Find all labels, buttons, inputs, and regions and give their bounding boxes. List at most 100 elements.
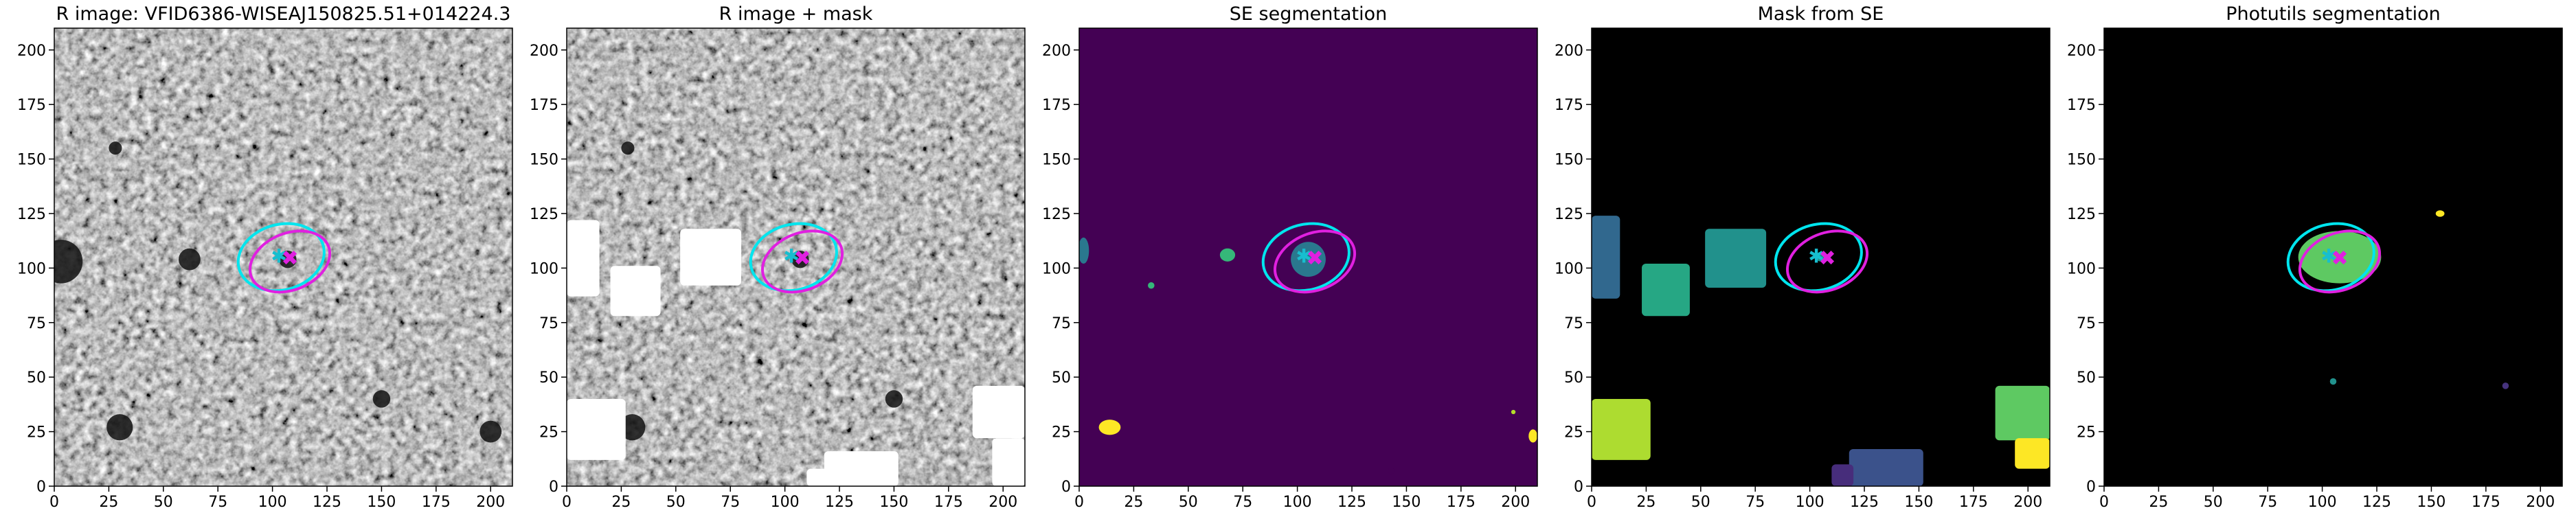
x-tick-label: 125: [2362, 494, 2391, 511]
x-tick-label: 175: [1447, 494, 1476, 511]
y-tick-label: 100: [530, 260, 558, 277]
dark-spot: [621, 141, 635, 155]
mask-region: [2015, 438, 2050, 469]
panel-title: Mask from SE: [1758, 3, 1884, 25]
x-tick-label: 75: [2258, 494, 2277, 511]
panel: ✱✖ Mask from SE 0 25 50 75 100 125 150 175 200 0 25 5…: [1555, 3, 2050, 511]
x-tick-label: 175: [422, 494, 451, 511]
mask-region: [972, 385, 1025, 439]
y-tick-label: 0: [1061, 479, 1071, 496]
aperture: [1785, 229, 1869, 294]
y-tick-label: 200: [1555, 43, 1583, 60]
y-tick-label: 100: [1042, 260, 1071, 277]
axes-frame: [1591, 27, 2050, 487]
dark-spot: [106, 414, 133, 441]
marker: ✖: [793, 247, 811, 271]
y-tick-label: 0: [36, 479, 46, 496]
y-tick-label: 150: [2067, 152, 2096, 169]
x-tick-label: 50: [2204, 494, 2223, 511]
mask-region: [680, 229, 742, 286]
mask-region: [567, 220, 600, 297]
y-tick-label: 0: [2086, 479, 2096, 496]
y-tick-label: 125: [530, 206, 558, 223]
y-tick-label: 175: [17, 97, 46, 114]
y-tick-label: 175: [530, 97, 558, 114]
segment: [2435, 210, 2445, 217]
x-tick-label: 100: [258, 494, 287, 511]
mask-region: [1849, 449, 1923, 486]
x-tick-label: 175: [934, 494, 963, 511]
x-tick-label: 75: [721, 494, 740, 511]
segment: [1219, 248, 1236, 262]
x-tick-label: 175: [2472, 494, 2500, 511]
y-tick-label: 50: [27, 369, 46, 387]
dark-spot: [372, 390, 391, 408]
x-tick-label: 0: [1587, 494, 1596, 511]
y-tick-label: 50: [539, 369, 558, 387]
segment: [1388, 468, 1394, 474]
segment: [1511, 409, 1516, 415]
image: ✱✖: [1079, 28, 1537, 486]
panel: ✱✖ Photutils segmentation 0 25 50 75 100 125 150…: [2067, 3, 2563, 511]
x-tick-label: 25: [1636, 494, 1656, 511]
marker: ✖: [281, 247, 298, 271]
x-tick-label: 25: [1124, 494, 1143, 511]
marker: ✖: [1306, 247, 1323, 271]
y-tick-label: 75: [1052, 315, 1071, 332]
dark-spot: [885, 390, 903, 408]
x-tick-label: 150: [1904, 494, 1933, 511]
y-tick-label: 75: [27, 315, 46, 332]
y-tick-label: 175: [2067, 97, 2096, 114]
y-tick-label: 150: [17, 152, 46, 169]
panel-title: R image + mask: [719, 3, 873, 25]
mask-region: [1642, 264, 1690, 317]
image: ✱✖: [567, 28, 1025, 486]
y-tick-label: 50: [1564, 369, 1583, 387]
x-tick-label: 0: [562, 494, 572, 511]
y-tick-label: 25: [2077, 424, 2096, 442]
y-tick-label: 200: [2067, 43, 2096, 60]
x-tick-label: 75: [1233, 494, 1252, 511]
mask-region: [824, 451, 899, 486]
mask-region: [1705, 229, 1767, 288]
x-tick-label: 150: [879, 494, 908, 511]
y-tick-label: 125: [1042, 206, 1071, 223]
aperture: [236, 222, 326, 293]
y-tick-label: 25: [539, 424, 558, 442]
x-tick-label: 0: [2099, 494, 2109, 511]
marker: ✱: [1808, 245, 1824, 268]
x-tick-label: 100: [1283, 494, 1312, 511]
y-tick-label: 125: [1555, 206, 1583, 223]
segment: [1098, 420, 1121, 435]
y-tick-label: 125: [2067, 206, 2096, 223]
x-tick-label: 200: [2526, 494, 2555, 511]
x-tick-label: 125: [1850, 494, 1879, 511]
y-tick-label: 125: [17, 206, 46, 223]
x-tick-label: 125: [825, 494, 854, 511]
y-tick-label: 0: [549, 479, 558, 496]
aperture: [749, 222, 838, 293]
x-tick-label: 50: [666, 494, 686, 511]
x-tick-label: 150: [367, 494, 396, 511]
marker: ✱: [271, 245, 286, 268]
x-tick-label: 125: [313, 494, 341, 511]
x-tick-label: 25: [99, 494, 118, 511]
segment: [1148, 282, 1155, 289]
panel-title: SE segmentation: [1230, 3, 1387, 25]
mask-region: [1995, 385, 2050, 441]
x-tick-label: 175: [1959, 494, 1988, 511]
y-tick-label: 25: [1564, 424, 1583, 442]
dark-spot: [479, 420, 502, 443]
segment: [1291, 242, 1326, 277]
y-tick-label: 200: [17, 43, 46, 60]
x-tick-label: 50: [1179, 494, 1198, 511]
x-tick-label: 0: [49, 494, 59, 511]
segment: [1079, 237, 1089, 264]
aperture: [248, 229, 332, 294]
x-tick-label: 50: [154, 494, 173, 511]
x-tick-label: 25: [611, 494, 631, 511]
x-tick-label: 50: [1691, 494, 1710, 511]
y-tick-label: 175: [1042, 97, 1071, 114]
x-tick-label: 100: [771, 494, 800, 511]
